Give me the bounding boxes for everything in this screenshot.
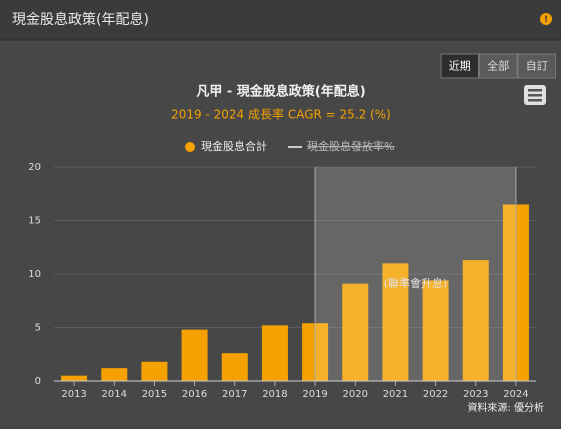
range-button-label: 全部 xyxy=(487,59,509,73)
plot-band xyxy=(315,167,516,381)
bar xyxy=(181,329,208,381)
menu-line xyxy=(528,89,542,92)
legend-label[interactable]: 現金股息合計 xyxy=(201,139,267,153)
bar xyxy=(141,361,168,381)
bar xyxy=(422,280,449,381)
chart-subtitle: 2019 - 2024 成長率 CAGR = 25.2 (%) xyxy=(171,107,391,122)
header-bar xyxy=(0,0,561,40)
x-tick-label: 2024 xyxy=(503,389,528,400)
x-tick-label: 2013 xyxy=(61,389,86,400)
header-title: 現金股息政策(年配息) xyxy=(12,11,149,28)
x-tick-label: 2015 xyxy=(142,389,167,400)
range-button-label: 自訂 xyxy=(526,59,548,73)
range-button[interactable] xyxy=(517,53,556,79)
x-tick-label: 2014 xyxy=(102,389,127,400)
y-tick-label: 10 xyxy=(28,269,41,280)
menu-line xyxy=(528,99,542,102)
bar xyxy=(61,375,88,381)
bar xyxy=(382,263,409,381)
x-tick-label: 2017 xyxy=(222,389,247,400)
bar xyxy=(221,353,248,381)
source: 資料來源: 優分析 xyxy=(467,401,544,414)
bar xyxy=(101,368,128,381)
x-tick-label: 2022 xyxy=(423,389,448,400)
y-tick-label: 0 xyxy=(35,376,41,387)
plot-band-label: (聯準會升息) xyxy=(384,276,448,290)
bar xyxy=(462,260,489,381)
range-button[interactable] xyxy=(440,53,479,79)
legend-label[interactable]: 現金股息發放率% xyxy=(307,139,394,153)
bar xyxy=(342,283,369,381)
info-icon[interactable] xyxy=(540,13,552,25)
range-button[interactable] xyxy=(479,53,518,79)
bar xyxy=(261,325,288,381)
x-tick-label: 2016 xyxy=(182,389,207,400)
menu-line xyxy=(528,94,542,97)
menu-icon[interactable] xyxy=(524,85,546,105)
range-buttons: 近期 全部 自訂 xyxy=(440,53,556,79)
y-tick-label: 20 xyxy=(28,162,41,173)
y-tick-label: 15 xyxy=(28,216,41,227)
info-icon-glyph: ! xyxy=(544,15,548,25)
x-tick-label: 2019 xyxy=(302,389,327,400)
x-tick-label: 2018 xyxy=(262,389,287,400)
legend-symbol xyxy=(185,142,195,152)
x-tick-label: 2020 xyxy=(343,389,368,400)
range-button-label: 近期 xyxy=(449,60,471,73)
y-tick-label: 5 xyxy=(35,323,41,334)
x-tick-label: 2021 xyxy=(383,389,408,400)
chart-title: 凡甲 - 現金股息政策(年配息) xyxy=(196,84,365,100)
x-tick-label: 2023 xyxy=(463,389,488,400)
